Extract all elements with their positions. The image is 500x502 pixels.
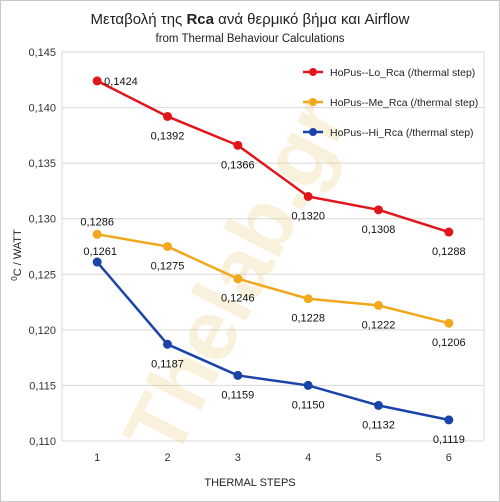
data-label: 0,1286 [80, 216, 114, 228]
series-2: 0,1286 0,1275 0,1246 0,1228 0,1222 0,1206 [80, 216, 465, 349]
x-tick-label: 4 [305, 452, 311, 464]
data-label: 0,1222 [362, 319, 396, 331]
y-tick-label: 0,120 [28, 325, 56, 337]
legend: HoPus--Lo_Rca (/thermal step) HoPus--Me_R… [303, 67, 478, 139]
data-point [374, 400, 383, 410]
legend-label: HoPus--Me_Rca (/thermal step) [330, 97, 478, 109]
data-label: 0,1206 [432, 337, 466, 349]
data-point [163, 242, 172, 251]
legend-label: HoPus--Hi_Rca (/thermal step) [330, 127, 474, 139]
legend-item: HoPus--Lo_Rca (/thermal step) [303, 67, 475, 79]
chart-subtitle: from Thermal Behaviour Calculations [156, 33, 345, 45]
legend-swatch-marker [309, 98, 317, 106]
legend-item: HoPus--Hi_Rca (/thermal step) [303, 127, 474, 139]
data-point [444, 318, 454, 328]
data-point [92, 257, 102, 267]
y-axis-label: 0C / WATT [10, 229, 24, 281]
y-tick-label: 0,145 [28, 47, 56, 59]
y-tick-label: 0,135 [28, 158, 56, 170]
data-point [233, 274, 243, 284]
gridlines [61, 51, 485, 442]
data-point [163, 339, 172, 349]
data-point [444, 415, 454, 425]
data-point [92, 229, 102, 239]
x-axis-label: THERMAL STEPS [204, 477, 295, 489]
chart-title: Μεταβολή της Rca ανά θερμικό βήμα και Ai… [91, 11, 410, 28]
data-point [233, 140, 243, 150]
data-point [303, 191, 313, 201]
data-label: 0,1320 [291, 210, 325, 222]
data-label: 0,1132 [362, 419, 395, 431]
data-point [92, 76, 102, 86]
series-1: 0,1424 0,1392 0,1366 0,1320 0,1308 0,1288 [92, 76, 466, 258]
x-tick-label: 1 [94, 452, 100, 464]
data-point [444, 227, 454, 237]
data-point [374, 300, 383, 310]
data-label: 0,1150 [292, 399, 325, 411]
legend-label: HoPus--Lo_Rca (/thermal step) [330, 67, 475, 79]
data-label: 0,1392 [151, 130, 185, 142]
y-tick-label: 0,130 [28, 214, 56, 226]
x-tick-label: 3 [235, 452, 241, 464]
y-axis-ticks: 0,110 0,115 0,120 0,125 0,130 0,135 0,140 0,145 [28, 47, 56, 448]
series-layer: 0,14240,13920,13660,13200,13080,12880,12… [80, 76, 465, 446]
series-line [96, 233, 450, 325]
series-3: 0,1261 0,1187 0,1159 0,1150 0,1132 0,1119 [83, 246, 465, 446]
legend-swatch-marker [309, 128, 317, 136]
data-label: 0,1366 [221, 159, 255, 171]
data-point [233, 370, 243, 380]
x-tick-label: 6 [446, 452, 452, 464]
data-label: 0,1424 [104, 76, 138, 88]
y-tick-label: 0,110 [29, 436, 56, 448]
data-point [303, 380, 313, 390]
series-line [96, 79, 450, 234]
data-point [374, 205, 383, 215]
x-axis-ticks: 1 2 3 4 5 6 [94, 452, 452, 464]
series-line [96, 261, 450, 422]
data-label: 0,1288 [432, 246, 466, 258]
data-label: 0,1187 [151, 358, 184, 370]
y-tick-label: 0,125 [28, 269, 56, 281]
legend-swatch-marker [309, 68, 317, 76]
x-tick-label: 2 [164, 452, 170, 464]
data-label: 0,1308 [362, 224, 396, 236]
data-label: 0,1261 [83, 246, 117, 258]
data-label: 0,1246 [221, 293, 255, 305]
x-tick-label: 5 [375, 452, 381, 464]
data-label: 0,1119 [433, 434, 465, 446]
data-point [303, 294, 313, 304]
y-tick-label: 0,115 [29, 380, 56, 392]
data-label: 0,1159 [221, 389, 254, 401]
data-label: 0,1275 [151, 261, 185, 273]
data-label: 0,1228 [291, 313, 325, 325]
data-point [163, 111, 172, 121]
legend-item: HoPus--Me_Rca (/thermal step) [303, 97, 478, 109]
y-tick-label: 0,140 [28, 103, 56, 115]
